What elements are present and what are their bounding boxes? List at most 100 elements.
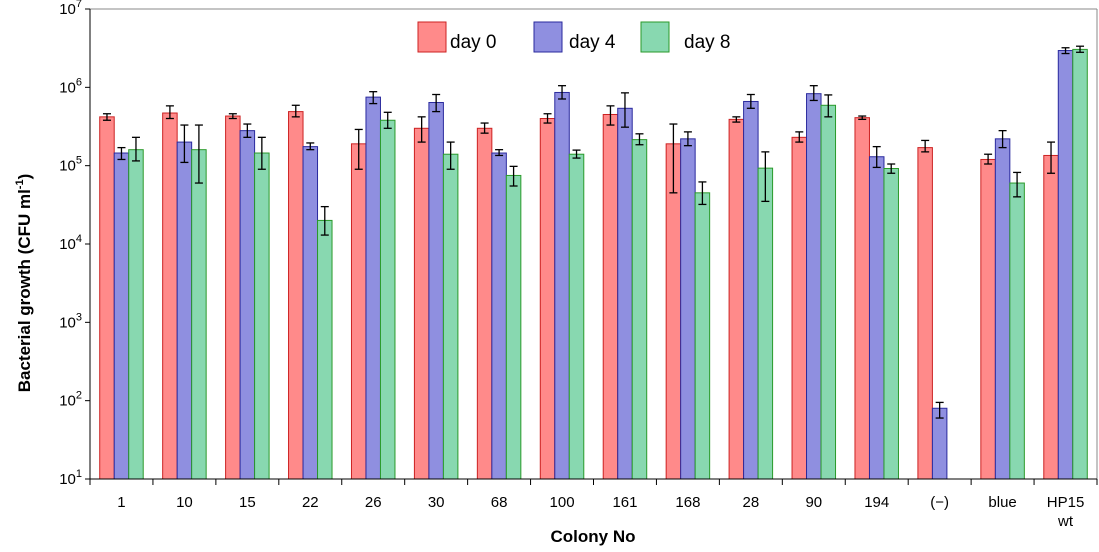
y-tick-label: 101 bbox=[59, 468, 82, 488]
error-bar bbox=[572, 149, 581, 159]
bar-day-4-7 bbox=[554, 91, 570, 480]
x-tick-label: 26 bbox=[365, 494, 382, 511]
y-tick-label: 103 bbox=[59, 311, 82, 331]
bar-day-4-11 bbox=[806, 93, 822, 480]
bar-day-4-4 bbox=[365, 96, 381, 480]
error-bar bbox=[887, 163, 896, 174]
bar-day-0-1 bbox=[162, 112, 178, 480]
x-tick-label: (−) bbox=[930, 494, 949, 511]
y-tick-label: 107 bbox=[59, 0, 82, 18]
error-bar bbox=[732, 116, 741, 123]
bar-day-4-9 bbox=[680, 138, 696, 480]
legend-item-day-0: day 0 bbox=[417, 21, 496, 53]
error-bar bbox=[620, 92, 629, 128]
error-bar bbox=[102, 113, 111, 121]
error-bar bbox=[306, 142, 315, 151]
bar-day-0-13 bbox=[917, 147, 933, 480]
bar-day-0-15 bbox=[1043, 154, 1059, 480]
error-bar bbox=[746, 93, 755, 109]
bar-day-0-8 bbox=[602, 113, 619, 480]
error-bar bbox=[558, 85, 567, 100]
x-tick-label: 161 bbox=[612, 494, 637, 511]
legend-swatch-day-4 bbox=[533, 21, 563, 53]
bar-day-4-6 bbox=[491, 152, 507, 480]
y-axis-title-main: Bacterial growth (CFU ml bbox=[15, 189, 34, 392]
x-tick-label: 15 bbox=[239, 494, 256, 511]
x-tick-label: 10 bbox=[176, 494, 193, 511]
bar-day-8-10 bbox=[757, 167, 774, 480]
x-tick-label: 30 bbox=[428, 494, 445, 511]
error-bar bbox=[194, 124, 203, 184]
error-bar bbox=[698, 181, 707, 206]
error-bar bbox=[180, 124, 189, 164]
y-tick-label: 102 bbox=[59, 390, 82, 410]
error-bar bbox=[257, 136, 266, 170]
bar-day-0-14 bbox=[980, 158, 996, 480]
error-bar bbox=[606, 105, 615, 126]
y-tick-label: 105 bbox=[59, 155, 82, 175]
error-bar bbox=[495, 149, 504, 157]
error-bar bbox=[354, 128, 363, 170]
bar-day-8-7 bbox=[568, 153, 585, 480]
bar-day-4-10 bbox=[743, 100, 759, 480]
bar-day-0-5 bbox=[413, 127, 430, 480]
x-tick-label: 1 bbox=[117, 494, 125, 511]
bar-day-8-15 bbox=[1072, 48, 1088, 480]
bar-day-0-10 bbox=[728, 118, 745, 480]
y-axis-title: Bacterial growth (CFU ml-1) bbox=[14, 174, 34, 393]
y-tick-label: 106 bbox=[59, 76, 82, 96]
legend-label-day-8: day 8 bbox=[684, 32, 730, 53]
x-tick-label: 194 bbox=[864, 494, 889, 511]
error-bar bbox=[935, 401, 944, 419]
error-bar bbox=[243, 123, 252, 138]
error-bar bbox=[417, 116, 426, 143]
y-axis-title-superscript: -1 bbox=[14, 179, 26, 189]
legend-label-day-0: day 0 bbox=[450, 32, 496, 53]
x-tick-label: 100 bbox=[550, 494, 575, 511]
x-tick-label: HP15 bbox=[1047, 494, 1085, 511]
bar-day-4-15 bbox=[1057, 50, 1074, 480]
bar-day-4-0 bbox=[113, 152, 130, 480]
x-tick-label: 90 bbox=[805, 494, 822, 511]
legend: day 0 day 4 day 8 bbox=[417, 21, 730, 53]
error-bar bbox=[117, 146, 126, 161]
error-bar bbox=[669, 123, 678, 194]
error-bar bbox=[383, 111, 392, 129]
x-tick-label: 28 bbox=[743, 494, 760, 511]
bar-day-4-5 bbox=[428, 102, 444, 480]
error-bar bbox=[1061, 47, 1070, 55]
legend-item-day-4: day 4 bbox=[533, 21, 616, 53]
bar-day-0-6 bbox=[476, 127, 493, 480]
error-bar bbox=[446, 141, 455, 170]
error-bar bbox=[824, 94, 833, 118]
error-bar bbox=[761, 151, 770, 203]
bar-day-8-1 bbox=[191, 149, 207, 480]
bar-day-8-6 bbox=[505, 174, 522, 480]
error-bar bbox=[795, 131, 804, 143]
legend-swatch-day-0 bbox=[417, 21, 447, 53]
bar-day-0-12 bbox=[854, 117, 870, 480]
bar-day-0-0 bbox=[99, 116, 115, 480]
error-bar bbox=[543, 113, 552, 124]
x-tick-sublabel: wt bbox=[1057, 513, 1074, 530]
y-axis-title-close: ) bbox=[15, 174, 34, 180]
tick-labels: 101 102 103 104 105 106 107 1 10 15 22 26 30 68 100 161… bbox=[59, 0, 1084, 530]
error-bar bbox=[228, 113, 237, 120]
error-bar bbox=[998, 129, 1007, 149]
error-bar bbox=[131, 136, 140, 162]
bar-day-8-12 bbox=[883, 168, 899, 480]
bar-day-0-7 bbox=[539, 118, 556, 480]
bar-day-8-5 bbox=[442, 153, 459, 480]
bar-day-0-3 bbox=[288, 111, 304, 480]
bar-day-4-14 bbox=[994, 138, 1011, 480]
x-tick-label: 68 bbox=[491, 494, 508, 511]
error-bar bbox=[320, 205, 329, 236]
error-bar bbox=[165, 105, 174, 120]
error-bar bbox=[1076, 45, 1085, 53]
error-bar bbox=[984, 153, 993, 165]
error-bar bbox=[809, 85, 818, 102]
bar-day-4-3 bbox=[302, 146, 319, 480]
error-bar bbox=[509, 165, 518, 187]
error-bar bbox=[921, 139, 930, 153]
